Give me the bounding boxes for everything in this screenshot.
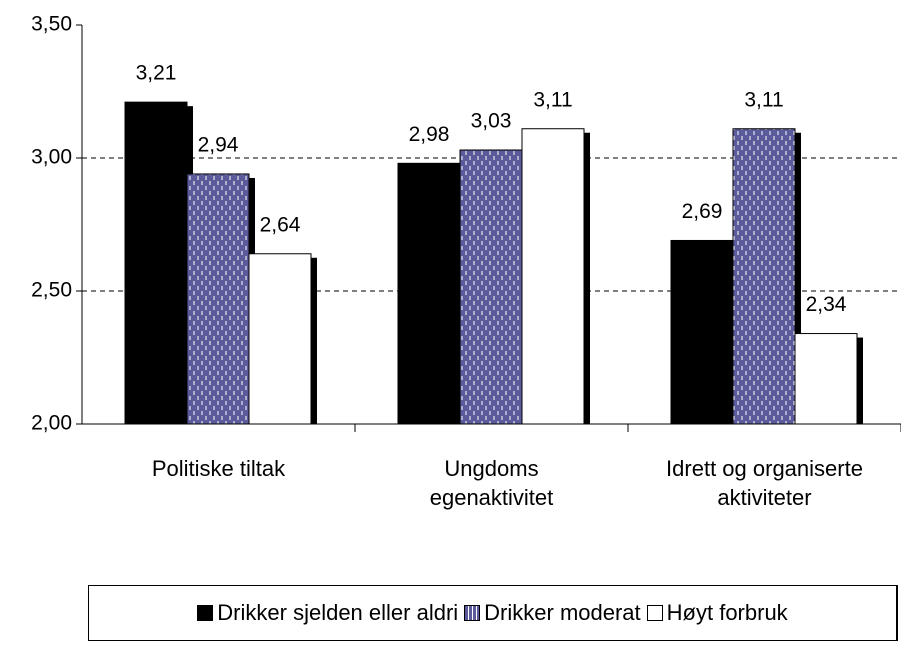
y-tick-label: 2,50 (31, 279, 72, 302)
bar (248, 253, 312, 425)
data-label: 2,34 (806, 293, 847, 316)
x-tick-label: Ungdoms egenaktivitet (429, 456, 554, 510)
y-tick-label: 2,00 (31, 412, 72, 435)
data-label: 2,64 (260, 213, 301, 236)
legend-swatch (197, 605, 214, 621)
bar-shadow (857, 337, 863, 424)
bar (186, 173, 250, 425)
bar (794, 333, 858, 425)
legend: Drikker sjelden eller aldri Drikker moder… (88, 585, 898, 641)
legend-swatch (646, 605, 663, 621)
legend-swatch (464, 605, 481, 621)
bar (732, 128, 796, 425)
data-label: 3,03 (471, 110, 512, 133)
data-label: 3,11 (533, 88, 572, 111)
legend-label: Høyt forbruk (666, 600, 788, 625)
legend-label: Drikker sjelden eller aldri (217, 600, 459, 625)
data-label: 2,94 (198, 134, 239, 157)
data-label: 2,98 (409, 123, 450, 146)
legend-item: Drikker moderat (464, 600, 641, 626)
bar (670, 239, 734, 425)
legend-item: Drikker sjelden eller aldri (197, 600, 458, 626)
bar-shadow (311, 257, 317, 424)
legend-label: Drikker moderat (484, 600, 641, 625)
bar (459, 149, 523, 425)
data-label: 2,69 (682, 200, 723, 223)
bar-shadow (795, 132, 801, 425)
x-tick-label: Idrett og organiserte aktiviteter (666, 456, 863, 510)
y-tick-label: 3,00 (31, 146, 72, 169)
bar (397, 162, 461, 425)
bar-shadow (584, 132, 590, 425)
data-label: 3,11 (744, 88, 783, 111)
data-label: 3,21 (136, 62, 177, 85)
bar (124, 101, 188, 425)
bar (521, 128, 585, 425)
x-tick-label: Politiske tiltak (151, 456, 286, 481)
y-tick-label: 3,50 (31, 13, 72, 36)
legend-item: Høyt forbruk (646, 600, 788, 626)
